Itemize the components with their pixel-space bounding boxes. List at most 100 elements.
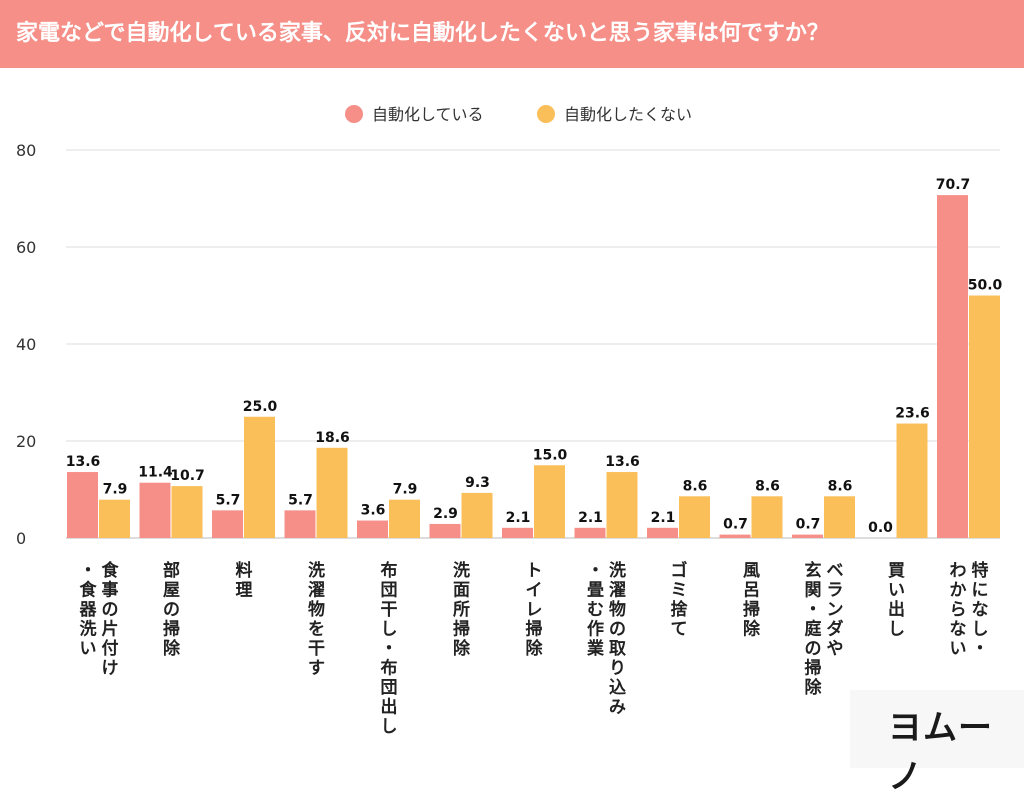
category-label-char: ゴ [671, 560, 688, 581]
category-label-char: り [609, 659, 626, 679]
category-label-char: の [102, 600, 119, 620]
category-label-char: 屋 [163, 581, 180, 601]
bar [679, 496, 710, 538]
logo-background [850, 690, 1024, 768]
category-label-char: 濯 [609, 581, 626, 601]
category-label-char: ら [950, 600, 967, 620]
bar [429, 523, 461, 538]
category-label-char: 作 [587, 619, 604, 640]
bar [212, 510, 243, 538]
bar [171, 486, 203, 538]
category-label-char: 物 [308, 599, 325, 620]
bar [896, 423, 928, 538]
category-label-char: み [609, 698, 626, 718]
category-label-char: 料 [236, 560, 253, 581]
data-label: 70.7 [936, 177, 971, 193]
bar [461, 492, 493, 538]
data-label: 13.6 [66, 454, 101, 470]
bar [534, 465, 565, 538]
category-label-char: 濯 [308, 581, 325, 601]
category-label-char: 洗 [609, 560, 626, 581]
category-label-char: 業 [587, 638, 604, 659]
bar [67, 472, 98, 538]
category-label-char: け [102, 659, 119, 679]
bar [751, 496, 783, 538]
category-label-char: 布 [381, 560, 398, 581]
category-label-char: ト [526, 561, 543, 581]
bar [244, 416, 275, 538]
category-label-char: ラ [827, 581, 844, 601]
category-label-char: 掃 [453, 620, 470, 640]
category-label-char: 除 [163, 638, 181, 659]
data-label: 18.6 [315, 430, 350, 446]
data-label: 15.0 [533, 447, 568, 463]
data-label: 0.0 [868, 520, 893, 536]
data-label: 0.7 [796, 517, 821, 533]
category-label-char: わ [950, 561, 967, 581]
category-label-char: む [587, 600, 604, 620]
category-label-char: 除 [526, 638, 544, 659]
data-label: 23.6 [895, 406, 930, 422]
bar [284, 510, 316, 538]
category-label-char: を [308, 620, 325, 640]
category-label-char: ベ [827, 561, 844, 581]
category-label-char: 玄 [805, 560, 822, 581]
legend-label: 自動化している [372, 105, 484, 124]
category-label-char: 干 [308, 639, 325, 659]
category-label-char: の [163, 600, 180, 620]
y-tick-label: 0 [16, 529, 26, 548]
category-label-char: の [805, 639, 822, 659]
category-label-char: な [972, 600, 989, 620]
category-label-char: 特 [972, 560, 989, 581]
category-label-char: し [888, 620, 905, 640]
category-label-char: か [950, 581, 967, 601]
category-label-char: ・ [80, 561, 97, 581]
bar [969, 295, 1000, 538]
data-label: 2.1 [578, 510, 603, 526]
category-label-char: 呂 [743, 581, 760, 601]
category-label-char: の [609, 620, 626, 640]
category-label-char: 器 [79, 600, 98, 620]
category-label-char: 除 [805, 677, 823, 698]
category-label-char: し [972, 620, 989, 640]
category-label-char: て [671, 620, 688, 640]
category-label-char: 片 [102, 619, 119, 640]
category-label-char: 団 [381, 678, 398, 698]
category-label-char: ミ [671, 581, 688, 601]
category-label-char: 込 [609, 678, 626, 698]
data-label: 7.9 [393, 482, 418, 498]
data-label: 2.9 [433, 506, 458, 522]
bar [389, 499, 420, 538]
category-label-char: 掃 [163, 620, 180, 640]
data-label: 10.7 [170, 468, 205, 484]
category-label-char: い [80, 639, 97, 659]
bar [99, 499, 130, 538]
data-label: 5.7 [216, 492, 241, 508]
category-label-char: 掃 [526, 620, 543, 640]
category-label-char: 洗 [453, 560, 470, 581]
data-label: 50.0 [968, 278, 1003, 294]
category-label-char: 出 [888, 599, 905, 620]
category-label-char: 掃 [805, 659, 822, 679]
category-label-char: ン [827, 600, 844, 620]
category-label-char: 畳 [587, 581, 604, 601]
data-label: 0.7 [723, 517, 748, 533]
bar [357, 520, 388, 538]
category-label-char: や [827, 639, 844, 659]
category-label-char: 食 [80, 580, 98, 601]
category-label-char: 付 [102, 638, 119, 659]
category-label-char: 出 [381, 697, 398, 718]
category-label-char: 食 [102, 560, 120, 581]
category-label-char: し [381, 620, 398, 640]
category-label-char: 庭 [805, 619, 822, 640]
legend-marker [537, 105, 555, 123]
category-label-char: 除 [743, 619, 761, 640]
category-label-char: す [308, 659, 325, 679]
data-label: 25.0 [243, 399, 278, 415]
category-label-char: 洗 [80, 619, 97, 640]
bar [647, 527, 678, 538]
brand-logo: ヨムーノ [888, 708, 993, 797]
bar [937, 195, 968, 538]
category-label-char: な [950, 620, 967, 640]
